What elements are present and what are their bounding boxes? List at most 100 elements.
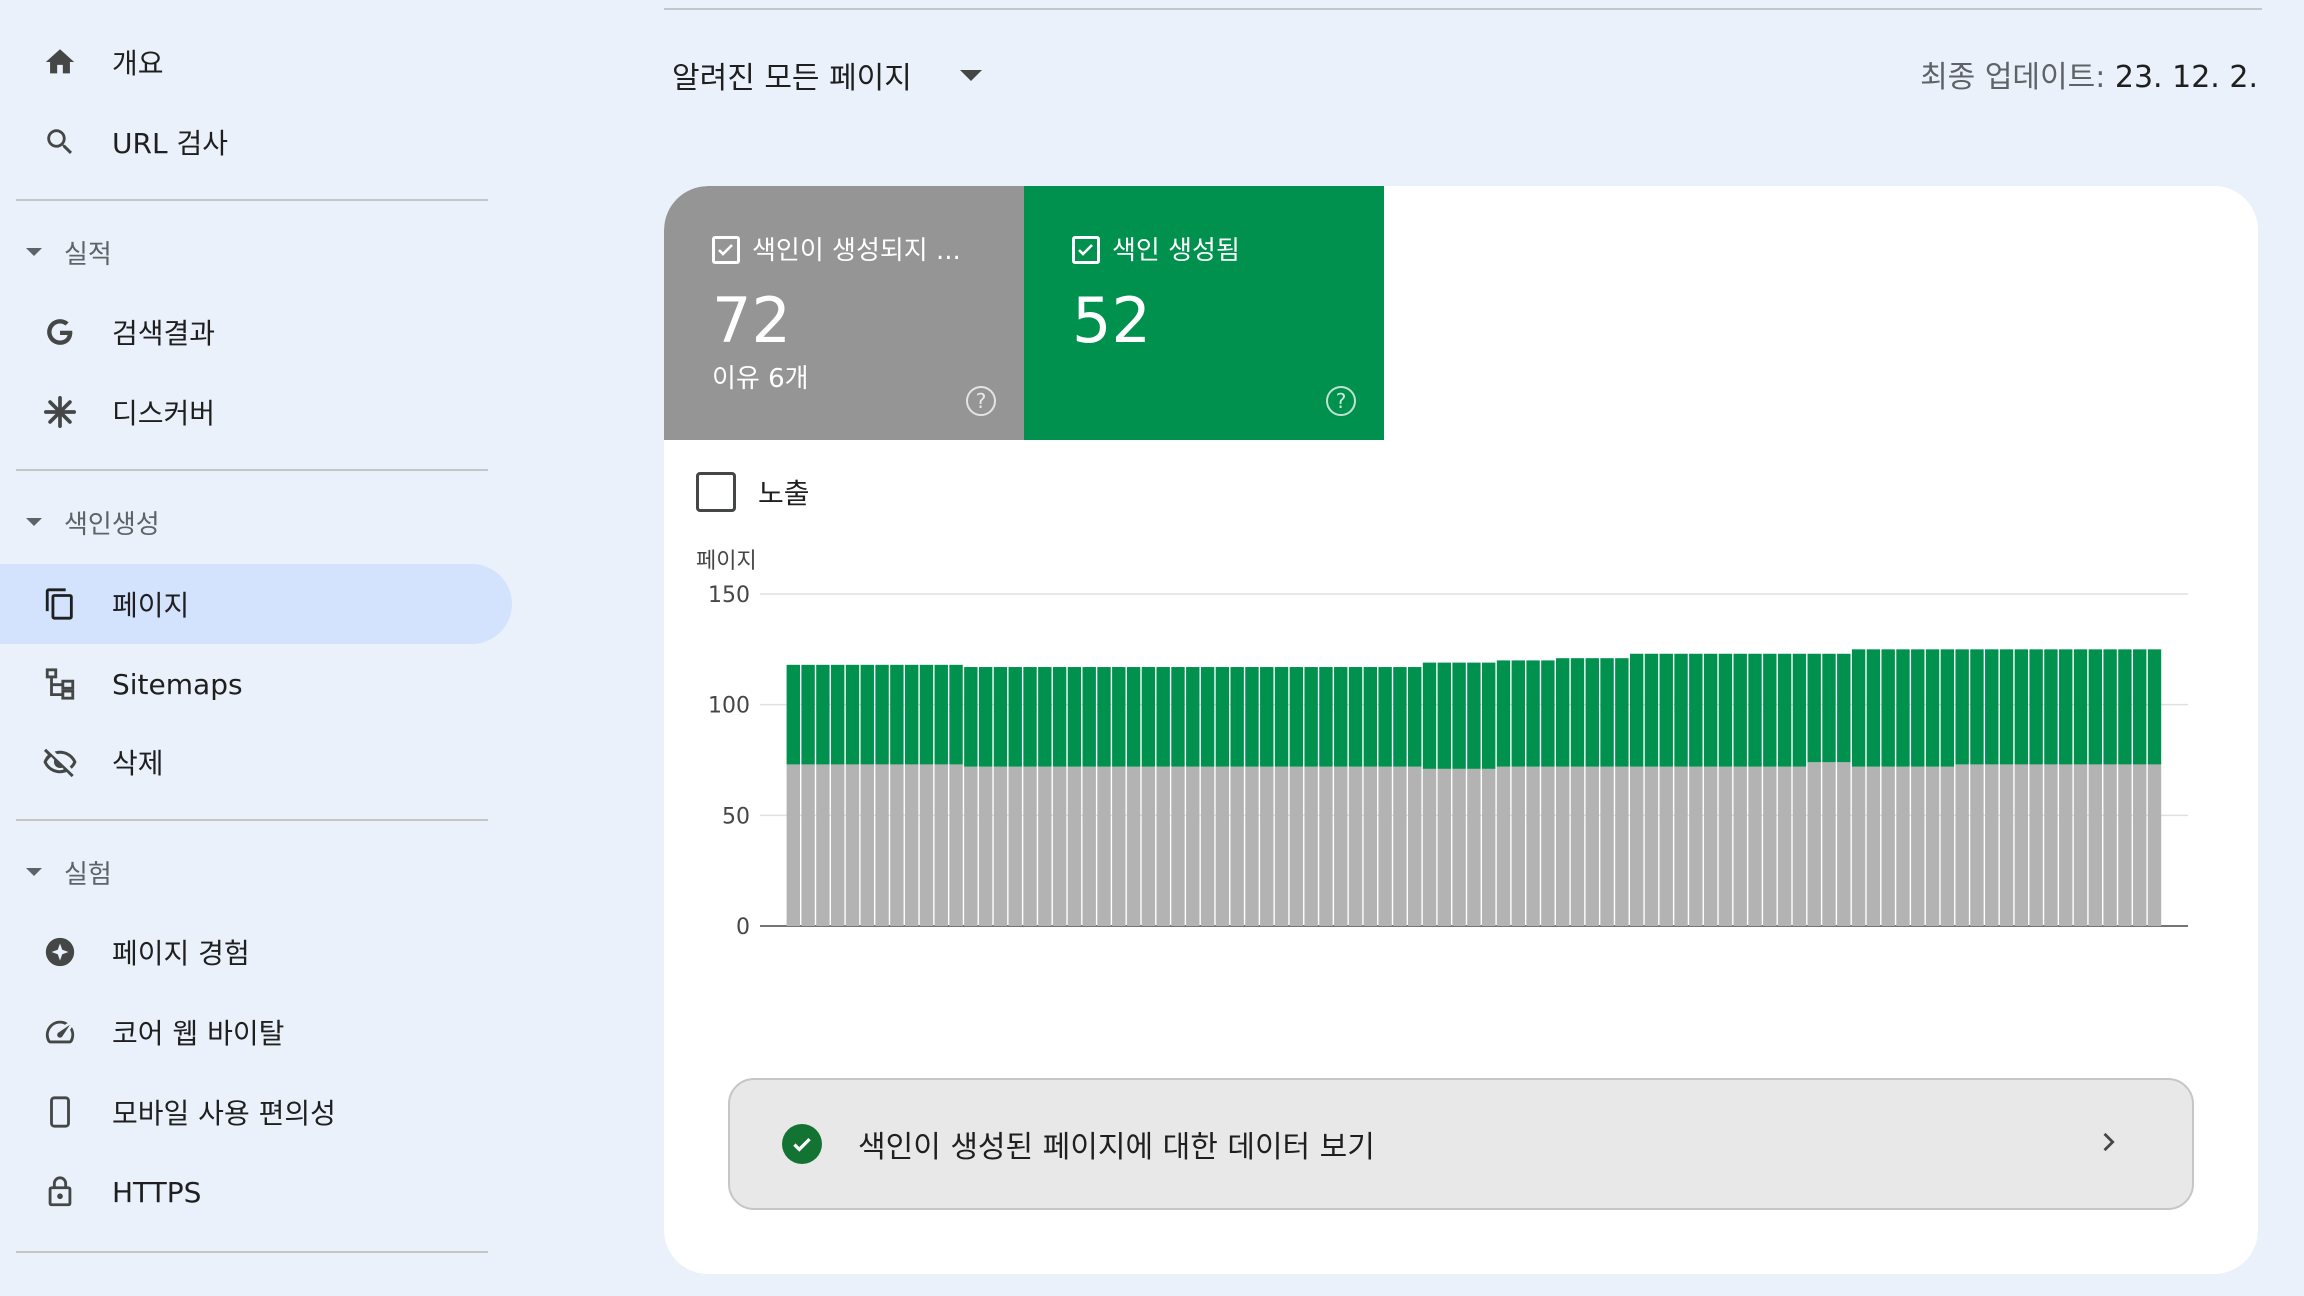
bar-indexed bbox=[1496, 660, 1511, 767]
bar-not-indexed bbox=[964, 766, 978, 926]
view-indexed-data-button[interactable]: 색인이 생성된 페이지에 대한 데이터 보기 bbox=[728, 1078, 2194, 1210]
bar-indexed bbox=[1955, 649, 1969, 765]
bar-indexed bbox=[2044, 649, 2058, 765]
bar-indexed bbox=[1689, 653, 1703, 767]
bar-not-indexed bbox=[2088, 764, 2103, 926]
sidebar-item-mobile-usability[interactable]: 모바일 사용 편의성 bbox=[0, 1072, 512, 1152]
checkbox-unchecked-icon[interactable] bbox=[696, 472, 736, 512]
sidebar-item-sitemaps[interactable]: Sitemaps bbox=[0, 644, 512, 724]
bar-not-indexed bbox=[2029, 764, 2043, 926]
bar-indexed bbox=[1570, 658, 1585, 767]
bar-indexed bbox=[845, 664, 860, 765]
sidebar-item-overview[interactable]: 개요 bbox=[0, 22, 512, 102]
bar-not-indexed bbox=[1955, 764, 1969, 926]
bar-not-indexed bbox=[2014, 764, 2029, 926]
bar-not-indexed bbox=[1496, 766, 1511, 926]
bar-indexed bbox=[1200, 667, 1215, 767]
check-circle-icon bbox=[782, 1124, 822, 1164]
bar-not-indexed bbox=[1970, 764, 1984, 926]
sidebar-item-label: 삭제 bbox=[112, 747, 164, 780]
last-updated-label: 최종 업데이트: bbox=[1920, 60, 2106, 95]
bar-indexed bbox=[919, 664, 934, 765]
metric-indexed[interactable]: 색인 생성됨 52 ? bbox=[1024, 186, 1384, 440]
bar-not-indexed bbox=[1112, 766, 1126, 926]
bar-not-indexed bbox=[1230, 766, 1244, 926]
bar-indexed bbox=[1511, 660, 1525, 767]
bar-not-indexed bbox=[1600, 766, 1614, 926]
bar-not-indexed bbox=[1911, 766, 1925, 926]
dropdown-arrow-icon bbox=[959, 69, 982, 81]
bar-indexed bbox=[1422, 662, 1437, 769]
sidebar-item-discover[interactable]: 디스커버 bbox=[0, 372, 512, 452]
bar-not-indexed bbox=[904, 764, 919, 926]
help-icon[interactable]: ? bbox=[1326, 386, 1356, 416]
bar-not-indexed bbox=[845, 764, 860, 926]
bar-indexed bbox=[890, 664, 904, 765]
bar-not-indexed bbox=[993, 766, 1008, 926]
sidebar-item-search-results[interactable]: 검색결과 bbox=[0, 292, 512, 372]
bar-indexed bbox=[904, 664, 919, 765]
bar-not-indexed bbox=[1674, 766, 1688, 926]
sidebar-item-page-experience[interactable]: 페이지 경험 bbox=[0, 912, 512, 992]
bar-indexed bbox=[1171, 667, 1185, 767]
bar-indexed bbox=[830, 664, 845, 765]
bar-not-indexed bbox=[2059, 764, 2073, 926]
checkbox-checked-icon[interactable] bbox=[712, 236, 740, 264]
bar-not-indexed bbox=[1822, 762, 1836, 926]
bar-not-indexed bbox=[2118, 764, 2132, 926]
bar-not-indexed bbox=[1452, 768, 1466, 926]
bar-indexed bbox=[1600, 658, 1614, 767]
bar-not-indexed bbox=[830, 764, 845, 926]
section-header-indexing[interactable]: 색인생성 bbox=[0, 492, 500, 552]
bar-indexed bbox=[993, 667, 1008, 767]
divider bbox=[16, 1251, 488, 1253]
sidebar-item-url-inspection[interactable]: URL 검사 bbox=[0, 102, 512, 182]
bar-indexed bbox=[1970, 649, 1984, 765]
bar-not-indexed bbox=[919, 764, 934, 926]
bar-not-indexed bbox=[1348, 766, 1363, 926]
bar-not-indexed bbox=[816, 764, 830, 926]
metric-title: 색인 생성됨 bbox=[1112, 236, 1240, 266]
section-header-experience[interactable]: 실험 bbox=[0, 842, 500, 902]
bar-not-indexed bbox=[2133, 764, 2147, 926]
bar-indexed bbox=[1363, 667, 1378, 767]
y-tick-label: 150 bbox=[708, 583, 750, 608]
bar-not-indexed bbox=[1097, 766, 1111, 926]
checkbox-checked-icon[interactable] bbox=[1072, 236, 1100, 264]
sidebar-item-pages[interactable]: 페이지 bbox=[0, 564, 512, 644]
bar-not-indexed bbox=[2103, 764, 2117, 926]
last-updated: 최종 업데이트: 23. 12. 2. bbox=[1920, 52, 2258, 96]
bar-not-indexed bbox=[1866, 766, 1881, 926]
bar-indexed bbox=[1985, 649, 1999, 765]
impressions-label: 노출 bbox=[758, 477, 810, 510]
bar-not-indexed bbox=[1156, 766, 1170, 926]
page-filter-dropdown[interactable]: 알려진 모든 페이지 bbox=[672, 50, 982, 100]
metric-not-indexed[interactable]: 색인이 생성되지 ... 72 이유 6개 ? bbox=[664, 186, 1024, 440]
bar-not-indexed bbox=[1940, 766, 1955, 926]
sidebar-item-label: 페이지 경험 bbox=[112, 937, 250, 970]
bar-indexed bbox=[1792, 653, 1807, 767]
metric-title: 색인이 생성되지 ... bbox=[752, 236, 961, 266]
bar-not-indexed bbox=[1703, 766, 1718, 926]
sidebar-item-https[interactable]: HTTPS bbox=[0, 1152, 512, 1232]
section-header-performance[interactable]: 실적 bbox=[0, 222, 500, 282]
sidebar-item-label: 검색결과 bbox=[112, 317, 216, 350]
sidebar-item-label: 페이지 bbox=[112, 589, 190, 622]
bar-indexed bbox=[1082, 667, 1096, 767]
bar-not-indexed bbox=[1082, 766, 1096, 926]
help-icon[interactable]: ? bbox=[966, 386, 996, 416]
bar-not-indexed bbox=[978, 766, 993, 926]
speed-gauge-icon bbox=[40, 1012, 80, 1052]
bar-indexed bbox=[1763, 653, 1777, 767]
sidebar-item-core-web-vitals[interactable]: 코어 웹 바이탈 bbox=[0, 992, 512, 1072]
metric-value: 52 bbox=[1072, 284, 1151, 357]
smartphone-icon bbox=[40, 1092, 80, 1132]
sidebar-item-removals[interactable]: 삭제 bbox=[0, 722, 512, 802]
impressions-toggle[interactable]: 노출 bbox=[696, 472, 810, 512]
view-data-label: 색인이 생성된 페이지에 대한 데이터 보기 bbox=[858, 1130, 1375, 1165]
chevron-down-icon bbox=[26, 868, 42, 876]
bar-not-indexed bbox=[860, 764, 874, 926]
bar-indexed bbox=[1940, 649, 1955, 767]
bar-not-indexed bbox=[1629, 766, 1644, 926]
bar-indexed bbox=[1733, 653, 1747, 767]
